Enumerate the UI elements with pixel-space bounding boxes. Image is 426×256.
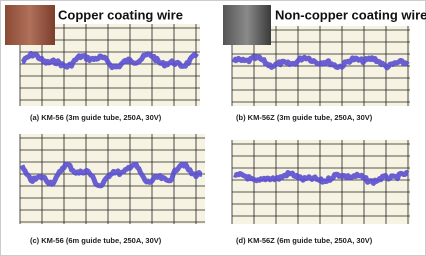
- panel-caption: (a) KM-56 (3m guide tube, 250A, 30V): [30, 113, 162, 122]
- panel-caption: (b) KM-56Z (3m guide tube, 250A, 30V): [236, 113, 373, 122]
- non-copper-wire-photo: [223, 5, 271, 45]
- copper-wire-photo: [5, 5, 55, 45]
- panel-caption: (d) KM-56Z (6m guide tube, 250A, 30V): [236, 236, 373, 245]
- panel-caption: (c) KM-56 (6m guide tube, 250A, 30V): [30, 236, 162, 245]
- figure: (a) KM-56 (3m guide tube, 250A, 30V) (b) …: [0, 0, 426, 256]
- non-copper-label: Non-copper coating wire: [275, 7, 426, 22]
- copper-label: Copper coating wire: [58, 7, 183, 22]
